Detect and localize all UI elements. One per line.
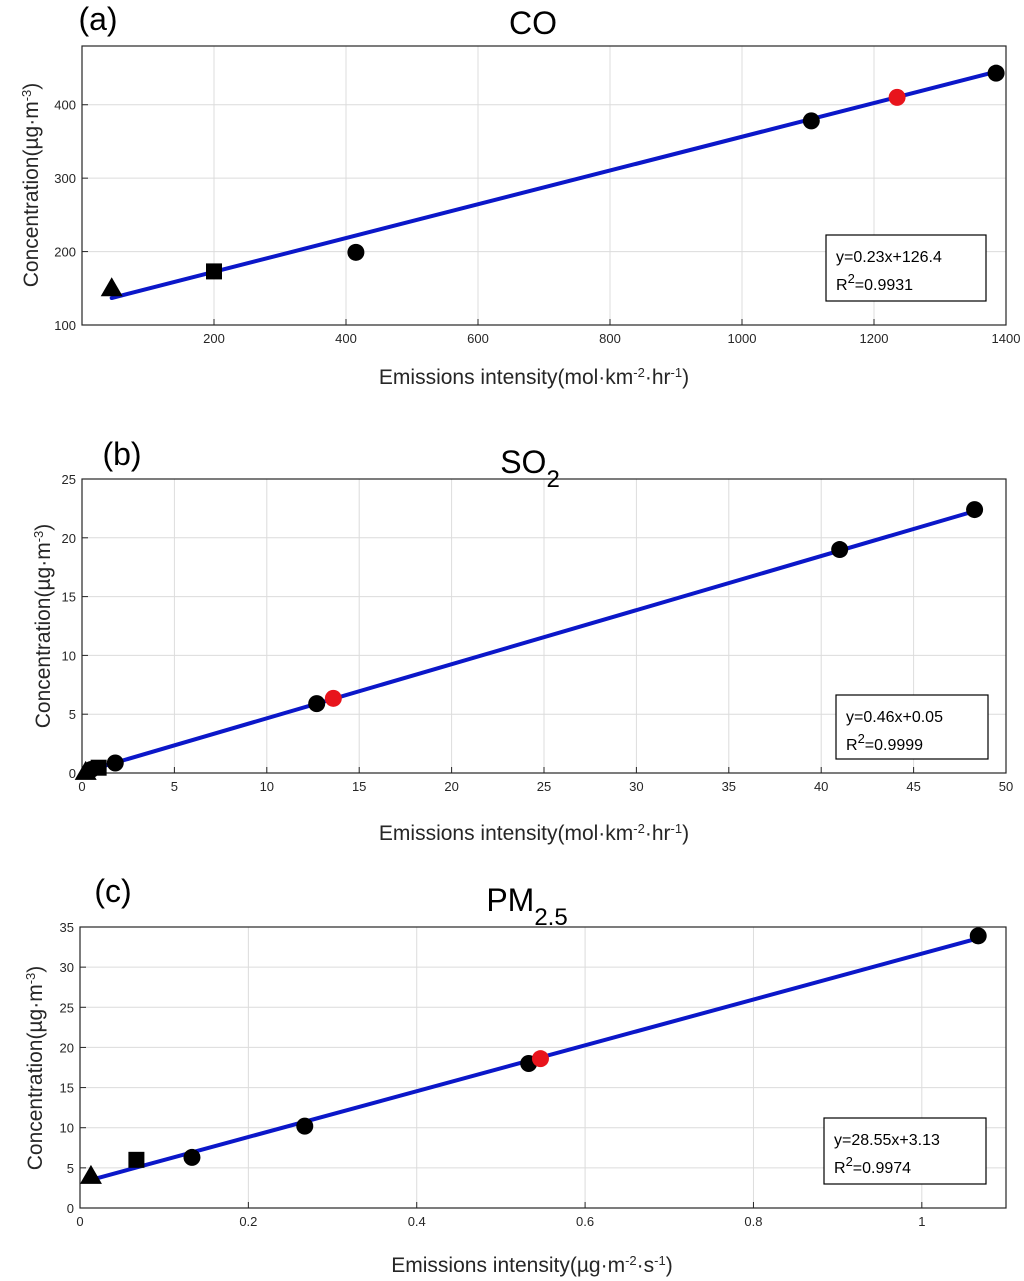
x-tick-label: 0 bbox=[78, 779, 85, 794]
x-tick-label: 5 bbox=[171, 779, 178, 794]
y-tick-label: 35 bbox=[60, 920, 74, 935]
chart-title: CO bbox=[509, 5, 557, 41]
x-tick-label: 0.8 bbox=[744, 1214, 762, 1229]
x-tick-label: 0.2 bbox=[239, 1214, 257, 1229]
y-tick-label: 20 bbox=[62, 531, 76, 546]
y-axis-label: Concentration(µg·m-3) bbox=[19, 83, 44, 288]
y-axis-label: Concentration(µg·m-3) bbox=[23, 966, 48, 1171]
x-tick-label: 20 bbox=[444, 779, 458, 794]
y-tick-label: 25 bbox=[62, 472, 76, 487]
x-tick-label: 10 bbox=[260, 779, 274, 794]
data-point-triangle bbox=[100, 277, 123, 297]
chart-panel-2: 0 5 10 15 20 25 30 35 40 45 50 0 5 10 15 20 25 y=0.46x+0.… bbox=[31, 436, 1014, 845]
x-axis-label: Emissions intensity(mol·km-2·hr-1) bbox=[379, 365, 689, 390]
panel-label: (c) bbox=[94, 873, 131, 909]
y-tick-label: 400 bbox=[54, 98, 76, 113]
x-tick-label: 35 bbox=[722, 779, 736, 794]
x-tick-label: 200 bbox=[203, 331, 225, 346]
x-tick-label: 400 bbox=[335, 331, 357, 346]
y-tick-label: 100 bbox=[54, 318, 76, 333]
x-tick-label: 1 bbox=[918, 1214, 925, 1229]
data-point-square bbox=[128, 1151, 145, 1168]
data-point-highlight bbox=[888, 88, 906, 106]
data-point bbox=[308, 695, 326, 713]
fit-equation: y=0.46x+0.05 bbox=[846, 709, 943, 726]
x-tick-label: 0.6 bbox=[576, 1214, 594, 1229]
x-tick-label: 45 bbox=[906, 779, 920, 794]
x-axis-label: Emissions intensity(mol·km-2·hr-1) bbox=[379, 821, 689, 846]
x-tick-label: 25 bbox=[537, 779, 551, 794]
equation-box bbox=[825, 234, 987, 302]
chart-panel-3: 0 0.2 0.4 0.6 0.8 105101520253035y=28.55x+3.1… bbox=[23, 873, 1007, 1277]
y-tick-label: 20 bbox=[60, 1040, 74, 1055]
r-squared: R2=0.9974 bbox=[834, 1154, 911, 1178]
y-tick-label: 200 bbox=[54, 245, 76, 260]
y-tick-label: 300 bbox=[54, 171, 76, 186]
fit-line bbox=[80, 509, 977, 775]
chart-title: PM2.5 bbox=[486, 882, 567, 931]
x-tick-label: 1200 bbox=[860, 331, 889, 346]
data-point-triangle bbox=[79, 1164, 102, 1184]
data-point bbox=[106, 754, 124, 772]
y-tick-label: 25 bbox=[60, 1000, 74, 1015]
axes-box bbox=[81, 45, 1007, 326]
x-tick-label: 15 bbox=[352, 779, 366, 794]
x-tick-label: 800 bbox=[599, 331, 621, 346]
data-point bbox=[183, 1148, 201, 1166]
r-squared: R2=0.9931 bbox=[836, 271, 913, 295]
x-tick-label: 40 bbox=[814, 779, 828, 794]
x-tick-label: 0 bbox=[76, 1214, 83, 1229]
x-tick-label: 1000 bbox=[728, 331, 757, 346]
data-point-square bbox=[206, 263, 222, 280]
equation-box bbox=[835, 694, 989, 760]
panel-label: (a) bbox=[78, 1, 117, 37]
y-tick-label: 5 bbox=[67, 1161, 74, 1176]
data-point-highlight bbox=[531, 1050, 549, 1068]
r-squared: R2=0.9999 bbox=[846, 731, 923, 755]
data-point-square bbox=[90, 759, 107, 776]
panel-label: (b) bbox=[102, 436, 141, 472]
x-tick-label: 0.4 bbox=[408, 1214, 426, 1229]
axes-box bbox=[79, 926, 1007, 1209]
y-tick-label: 0 bbox=[67, 1201, 74, 1216]
data-point bbox=[831, 541, 849, 559]
chart-panel-1: 200 400 600 800 1000 1200 1400 100 200 300 400 y=0.… bbox=[19, 1, 1021, 389]
x-tick-label: 1400 bbox=[992, 331, 1021, 346]
y-tick-label: 0 bbox=[69, 766, 76, 781]
data-point bbox=[969, 927, 987, 945]
fit-equation: y=0.23x+126.4 bbox=[836, 249, 942, 266]
equation-box bbox=[823, 1117, 987, 1185]
x-axis-label: Emissions intensity(µg·m-2·s-1) bbox=[391, 1253, 672, 1278]
fit-equation: y=28.55x+3.13 bbox=[834, 1132, 940, 1149]
data-point bbox=[802, 112, 820, 130]
y-tick-label: 10 bbox=[60, 1121, 74, 1136]
data-point bbox=[966, 501, 984, 519]
x-tick-label: 50 bbox=[999, 779, 1013, 794]
y-axis-label: Concentration(µg·m-3) bbox=[31, 524, 56, 729]
chart-title: SO2 bbox=[500, 444, 560, 493]
data-point bbox=[987, 64, 1005, 82]
x-tick-label: 30 bbox=[629, 779, 643, 794]
data-point bbox=[347, 243, 365, 261]
x-tick-label: 600 bbox=[467, 331, 489, 346]
y-tick-label: 15 bbox=[62, 590, 76, 605]
y-tick-label: 10 bbox=[62, 648, 76, 663]
data-point bbox=[296, 1117, 314, 1135]
data-point-highlight bbox=[324, 689, 342, 707]
y-tick-label: 15 bbox=[60, 1081, 74, 1096]
y-tick-label: 30 bbox=[60, 960, 74, 975]
y-tick-label: 5 bbox=[69, 707, 76, 722]
fit-line bbox=[109, 69, 999, 301]
